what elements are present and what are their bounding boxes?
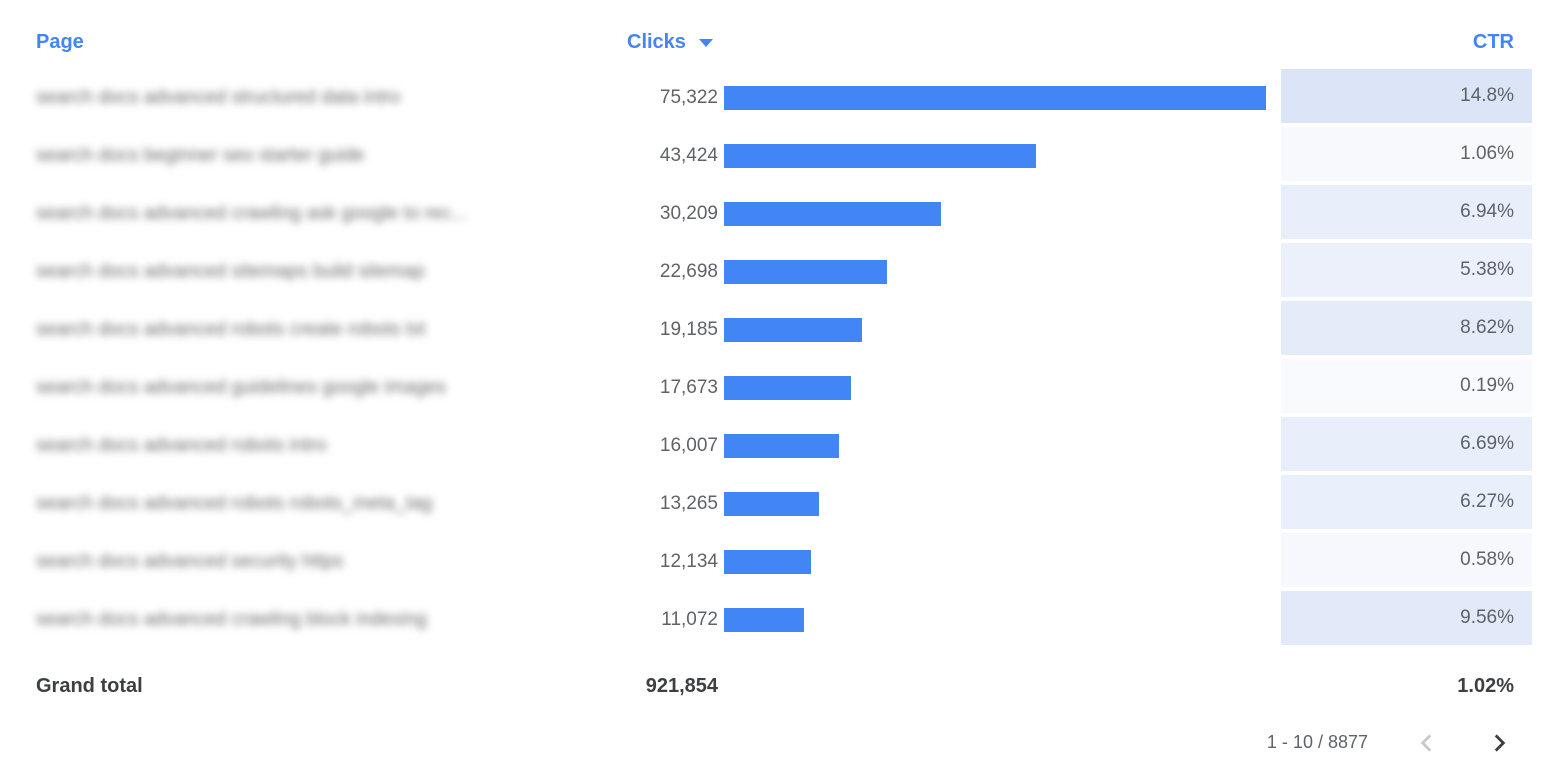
ctr-value: 6.27%: [1460, 491, 1514, 512]
previous-page-button[interactable]: [1414, 730, 1440, 756]
table-row[interactable]: search docs advanced guidelines google i…: [0, 359, 1546, 417]
table-row[interactable]: search docs beginner seo starter guide 43…: [0, 127, 1546, 185]
clicks-bar[interactable]: [724, 86, 1266, 110]
page-cell: search docs advanced security https: [0, 533, 620, 591]
clicks-value: 75,322: [659, 87, 718, 108]
ctr-value: 9.56%: [1460, 607, 1514, 628]
ctr-value: 6.94%: [1460, 201, 1514, 222]
page-cell: search docs advanced robots intro: [0, 417, 620, 475]
page-url-blurred: search docs advanced crawling ask google…: [36, 203, 467, 224]
clicks-cell: 43,424: [620, 127, 1281, 185]
table-row[interactable]: search docs advanced robots robots_meta_…: [0, 475, 1546, 533]
ctr-cell: 1.06%: [1281, 127, 1532, 185]
ctr-cell: 14.8%: [1281, 69, 1532, 127]
table-row[interactable]: search docs advanced sitemaps build site…: [0, 243, 1546, 301]
ctr-value: 0.19%: [1460, 375, 1514, 396]
clicks-bar[interactable]: [724, 492, 819, 516]
page-url-blurred: search docs advanced security https: [36, 551, 344, 572]
clicks-bar[interactable]: [724, 202, 941, 226]
ctr-cell: 6.94%: [1281, 185, 1532, 243]
clicks-bar[interactable]: [724, 260, 887, 284]
table-row[interactable]: search docs advanced robots create robot…: [0, 301, 1546, 359]
sort-descending-icon: [698, 38, 713, 47]
page-cell: search docs advanced sitemaps build site…: [0, 243, 620, 301]
page-url-blurred: search docs advanced robots create robot…: [36, 319, 426, 340]
clicks-cell: 19,185: [620, 301, 1281, 359]
grand-total-ctr: 1.02%: [1457, 674, 1514, 697]
page-url-blurred: search docs advanced sitemaps build site…: [36, 261, 425, 282]
table-row[interactable]: search docs advanced security https 12,13…: [0, 533, 1546, 591]
pagination-bar: 1 - 10 / 8877: [0, 719, 1546, 780]
clicks-value: 13,265: [659, 493, 718, 514]
clicks-value: 12,134: [659, 551, 718, 572]
page-url-blurred: search docs beginner seo starter guide: [36, 145, 365, 166]
clicks-cell: 16,007: [620, 417, 1281, 475]
table-row[interactable]: search docs advanced structured data int…: [0, 69, 1546, 127]
chevron-left-icon: [1420, 733, 1432, 752]
clicks-bar[interactable]: [724, 318, 862, 342]
clicks-value: 30,209: [659, 203, 718, 224]
ctr-cell: 5.38%: [1281, 243, 1532, 301]
table-row[interactable]: search docs advanced robots intro 16,007 6…: [0, 417, 1546, 475]
ctr-cell: 9.56%: [1281, 591, 1532, 649]
clicks-value: 43,424: [659, 145, 718, 166]
clicks-cell: 75,322: [620, 69, 1281, 127]
clicks-cell: 30,209: [620, 185, 1281, 243]
ctr-value: 6.69%: [1460, 433, 1514, 454]
page-url-blurred: search docs advanced robots robots_meta_…: [36, 493, 433, 514]
clicks-value: 16,007: [659, 435, 718, 456]
table-header-row: Page Clicks CTR: [0, 0, 1546, 69]
pagination-range: 1 - 10 / 8877: [1266, 732, 1368, 752]
page-cell: search docs advanced robots robots_meta_…: [0, 475, 620, 533]
column-header-page[interactable]: Page: [36, 31, 84, 53]
clicks-bar[interactable]: [724, 144, 1036, 168]
page-cell: search docs advanced robots create robot…: [0, 301, 620, 359]
clicks-value: 17,673: [659, 377, 718, 398]
clicks-bar[interactable]: [724, 376, 851, 400]
page-cell: search docs advanced structured data int…: [0, 69, 620, 127]
page-cell: search docs advanced crawling ask google…: [0, 185, 620, 243]
page-url-blurred: search docs advanced crawling block inde…: [36, 609, 427, 630]
grand-total-row: Grand total 921,854 1.02%: [0, 649, 1546, 719]
page-url-blurred: search docs advanced robots intro: [36, 435, 327, 456]
ctr-cell: 0.19%: [1281, 359, 1532, 417]
grand-total-label: Grand total: [36, 674, 143, 697]
ctr-value: 5.38%: [1460, 259, 1514, 280]
clicks-value: 22,698: [659, 261, 718, 282]
ctr-cell: 6.69%: [1281, 417, 1532, 475]
page-url-blurred: search docs advanced guidelines google i…: [36, 377, 446, 398]
ctr-cell: 8.62%: [1281, 301, 1532, 359]
clicks-cell: 22,698: [620, 243, 1281, 301]
ctr-value: 8.62%: [1460, 317, 1514, 338]
clicks-cell: 11,072: [620, 591, 1281, 649]
clicks-cell: 13,265: [620, 475, 1281, 533]
clicks-cell: 12,134: [620, 533, 1281, 591]
grand-total-clicks: 921,854: [645, 674, 718, 697]
clicks-bar[interactable]: [724, 550, 811, 574]
page-cell: search docs advanced guidelines google i…: [0, 359, 620, 417]
chevron-right-icon: [1494, 733, 1506, 752]
table-body: search docs advanced structured data int…: [0, 69, 1546, 649]
clicks-bar[interactable]: [724, 434, 839, 458]
clicks-value: 19,185: [659, 319, 718, 340]
table-row[interactable]: search docs advanced crawling block inde…: [0, 591, 1546, 649]
ctr-value: 0.58%: [1460, 549, 1514, 570]
column-header-clicks-label: Clicks: [627, 31, 686, 53]
page-cell: search docs advanced crawling block inde…: [0, 591, 620, 649]
table-row[interactable]: search docs advanced crawling ask google…: [0, 185, 1546, 243]
column-header-ctr[interactable]: CTR: [1472, 31, 1514, 53]
ctr-value: 14.8%: [1460, 85, 1514, 106]
ctr-cell: 6.27%: [1281, 475, 1532, 533]
page-cell: search docs beginner seo starter guide: [0, 127, 620, 185]
clicks-bar[interactable]: [724, 608, 804, 632]
next-page-button[interactable]: [1486, 730, 1512, 756]
clicks-cell: 17,673: [620, 359, 1281, 417]
ctr-value: 1.06%: [1460, 143, 1514, 164]
clicks-value: 11,072: [661, 609, 718, 630]
column-header-clicks[interactable]: Clicks: [620, 31, 1281, 54]
ctr-cell: 0.58%: [1281, 533, 1532, 591]
page-url-blurred: search docs advanced structured data int…: [36, 87, 401, 108]
